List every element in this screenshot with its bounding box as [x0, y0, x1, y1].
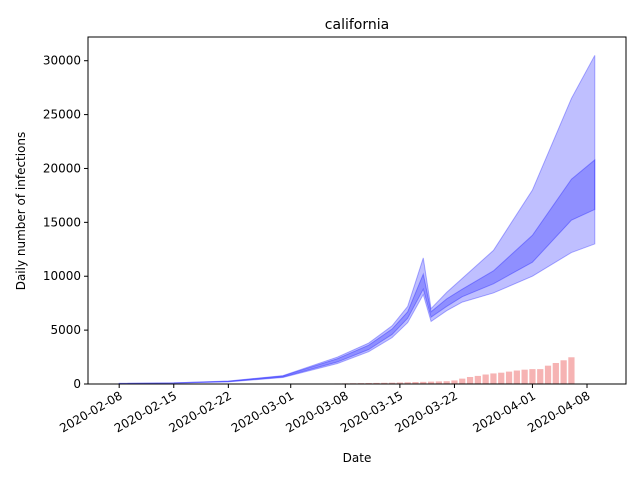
x-axis-label: Date — [343, 451, 372, 465]
bar — [505, 371, 513, 384]
x-tick-label: 2020-04-08 — [525, 388, 592, 435]
y-tick-label: 30000 — [43, 54, 81, 68]
bar — [396, 382, 404, 384]
y-tick-label: 0 — [73, 377, 81, 391]
bar — [420, 381, 427, 384]
bar — [373, 382, 380, 384]
bar — [388, 382, 396, 384]
x-tick-label: 2020-03-22 — [393, 388, 460, 435]
chart-title: california — [325, 17, 389, 33]
y-tick-label: 15000 — [43, 215, 81, 229]
bar — [560, 360, 567, 384]
plot-area — [118, 55, 596, 385]
bar — [443, 381, 450, 384]
bar — [521, 369, 528, 384]
y-tick-label: 5000 — [50, 323, 81, 337]
band-area — [118, 158, 596, 385]
bar — [544, 365, 552, 384]
band-area — [118, 55, 596, 385]
bar — [474, 375, 481, 384]
bar — [513, 370, 520, 384]
bar — [568, 357, 575, 384]
bar — [482, 374, 489, 384]
y-tick-label: 20000 — [43, 161, 81, 175]
bar — [412, 382, 419, 384]
bar — [435, 381, 442, 384]
bar — [537, 369, 544, 384]
bar — [466, 376, 474, 384]
plot-frame — [87, 36, 627, 385]
bar — [427, 381, 435, 384]
x-tick-label: 2020-02-22 — [166, 388, 233, 435]
bar — [451, 380, 458, 384]
bar — [552, 362, 559, 384]
bar — [459, 378, 466, 384]
bar — [529, 369, 536, 384]
y-axis-label: Daily number of infections — [14, 132, 28, 291]
bar — [381, 382, 388, 384]
bar — [498, 372, 505, 384]
bar — [404, 382, 411, 384]
y-tick-label: 25000 — [43, 108, 81, 122]
bar — [490, 373, 497, 384]
y-tick-label: 10000 — [43, 269, 81, 283]
